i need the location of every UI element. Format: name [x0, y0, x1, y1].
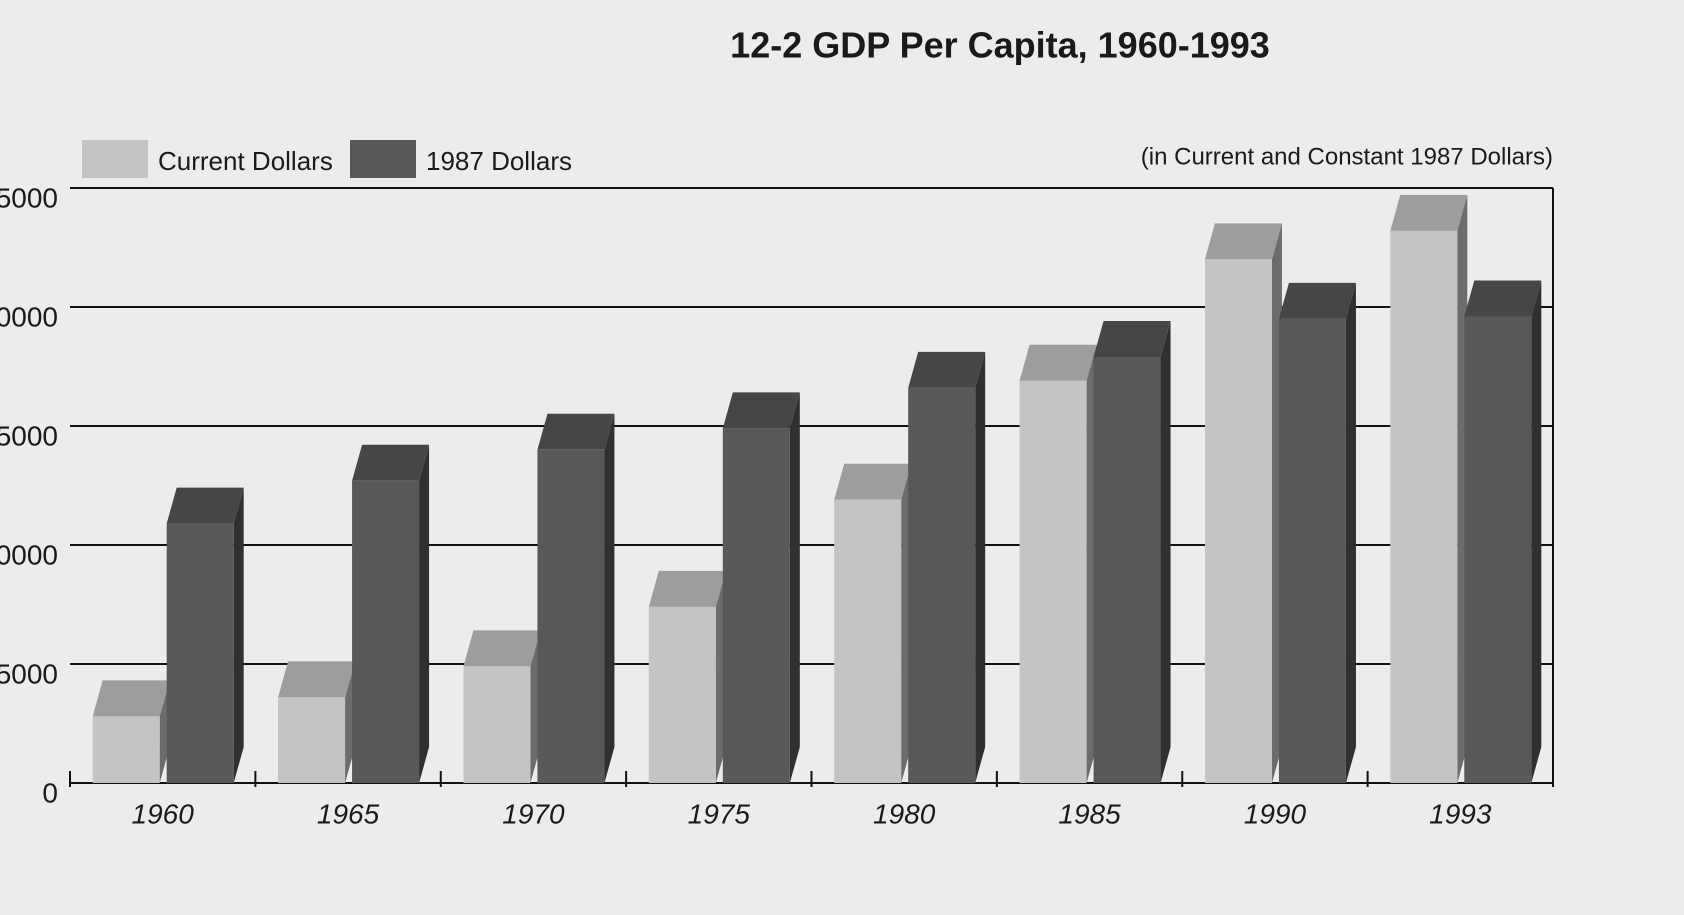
legend-swatch — [350, 140, 416, 178]
chart-subtitle: (in Current and Constant 1987 Dollars) — [1141, 143, 1553, 170]
bar-top — [1278, 282, 1356, 319]
bar-side — [1345, 282, 1356, 783]
legend-swatch — [82, 140, 148, 178]
bar — [537, 449, 605, 783]
bar — [278, 697, 346, 783]
x-tick-label: 1975 — [688, 798, 751, 829]
bar-side — [1531, 280, 1542, 783]
bar — [1278, 318, 1346, 783]
x-tick-label: 1993 — [1429, 798, 1492, 829]
bar-top — [1204, 223, 1282, 260]
legend-label: 1987 Dollars — [426, 146, 572, 176]
bar-side — [604, 413, 615, 783]
bar — [463, 666, 531, 783]
bar-side — [233, 487, 244, 783]
bar-top — [648, 570, 726, 607]
x-tick-label: 1965 — [317, 798, 380, 829]
y-tick-label: 20000 — [0, 301, 58, 332]
bar — [834, 499, 902, 783]
bar-side — [789, 392, 800, 783]
bar — [166, 523, 234, 783]
bar-top — [463, 630, 541, 667]
bar — [352, 480, 420, 783]
bar-top — [537, 413, 615, 450]
bar — [1093, 356, 1161, 783]
y-tick-label: 5000 — [0, 658, 58, 689]
bar-top — [1464, 280, 1542, 317]
bar-top — [1390, 194, 1468, 231]
y-tick-label: 15000 — [0, 420, 58, 451]
bar — [92, 716, 160, 783]
bar-side — [975, 351, 986, 783]
bar-side — [419, 444, 430, 783]
bar-side — [1160, 320, 1171, 783]
legend-label: Current Dollars — [158, 146, 333, 176]
bar — [1019, 380, 1087, 783]
bar — [722, 428, 790, 783]
bar — [1204, 259, 1272, 783]
chart-title: 12-2 GDP Per Capita, 1960-1993 — [730, 25, 1270, 66]
bar-top — [352, 444, 430, 481]
bar — [1464, 316, 1532, 783]
y-tick-label: 25000 — [0, 182, 58, 213]
x-tick-label: 1970 — [502, 798, 565, 829]
bar-top — [722, 392, 800, 429]
x-tick-label: 1980 — [873, 798, 936, 829]
bar-top — [278, 661, 356, 698]
x-tick-label: 1990 — [1244, 798, 1307, 829]
y-tick-label: 10000 — [0, 539, 58, 570]
bar-top — [834, 463, 912, 500]
bar-top — [166, 487, 244, 524]
x-tick-label: 1960 — [132, 798, 195, 829]
y-tick-label: 0 — [42, 777, 58, 808]
bar-top — [1093, 320, 1171, 357]
bar-top — [1019, 344, 1097, 381]
x-tick-label: 1985 — [1058, 798, 1121, 829]
bar — [908, 387, 976, 783]
bar — [648, 606, 716, 783]
bar — [1390, 230, 1458, 784]
bar-top — [908, 351, 986, 388]
bar-top — [92, 680, 170, 717]
